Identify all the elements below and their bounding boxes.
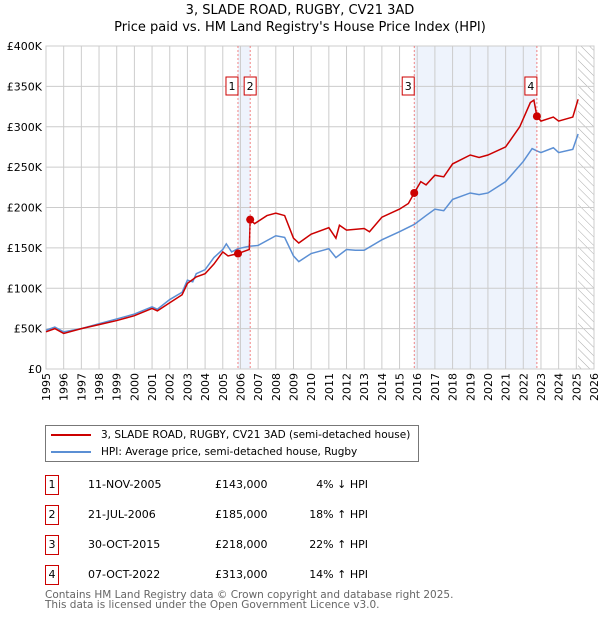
x-tick-label: 2004: [199, 373, 212, 401]
transaction-price: £143,000: [215, 478, 268, 491]
x-tick-label: 2023: [535, 373, 548, 401]
x-tick-label: 2014: [376, 373, 389, 401]
legend-label: 3, SLADE ROAD, RUGBY, CV21 3AD (semi-det…: [101, 429, 411, 441]
chart-subtitle: Price paid vs. HM Land Registry's House …: [114, 20, 486, 35]
transaction-date: 21-JUL-2006: [88, 508, 156, 521]
x-tick-label: 2015: [394, 373, 407, 401]
y-tick-label: £250K: [7, 161, 43, 174]
y-tick-label: £50K: [14, 323, 43, 336]
x-tick-label: 1998: [93, 373, 106, 401]
x-tick-label: 2007: [252, 373, 265, 401]
x-tick-label: 2003: [181, 373, 194, 401]
x-tick-label: 2016: [411, 373, 424, 401]
footer: Contains HM Land Registry data © Crown c…: [45, 589, 454, 611]
transaction-date: 30-OCT-2015: [88, 538, 161, 551]
transaction-number: 2: [45, 505, 59, 525]
x-tick-label: 2008: [270, 373, 283, 401]
x-tick-label: 2018: [447, 373, 460, 401]
sale-marker-box: [524, 76, 538, 96]
x-tick-label: 2026: [588, 373, 600, 401]
y-tick-label: £300K: [7, 121, 43, 134]
transaction-number: 1: [45, 475, 59, 495]
hpi-line: [45, 133, 579, 333]
blue-line-icon: [51, 451, 91, 453]
x-tick-label: 2025: [570, 373, 583, 401]
footer-line: Contains HM Land Registry data © Crown c…: [45, 589, 454, 601]
x-tick-label: 1997: [75, 373, 88, 401]
sale-point: [246, 215, 255, 224]
x-tick-label: 2012: [341, 373, 354, 401]
transaction-price: £313,000: [215, 568, 268, 581]
x-tick-label: 2005: [217, 373, 230, 401]
x-tick-label: 2017: [429, 373, 442, 401]
x-tick-label: 2002: [164, 373, 177, 401]
red-line-icon: [51, 434, 91, 436]
x-tick-label: 2020: [482, 373, 495, 401]
transaction-date: 07-OCT-2022: [88, 568, 161, 581]
x-tick-label: 2006: [234, 373, 247, 401]
legend: 3, SLADE ROAD, RUGBY, CV21 3AD (semi-det…: [45, 425, 419, 462]
x-tick-label: 2013: [358, 373, 371, 401]
x-tick-label: 2000: [128, 373, 141, 401]
transaction-number: 4: [45, 565, 59, 585]
transaction-price: £218,000: [215, 538, 268, 551]
price-chart: 1995 1996 1997 1998 1999 2000 2001 2002 2003 2004…: [7, 40, 600, 401]
property-price-line: [45, 98, 579, 335]
y-tick-label: £400K: [7, 40, 43, 53]
x-tick-label: 2021: [500, 373, 513, 401]
sale-marker-label: 3: [405, 80, 412, 93]
sale-point: [233, 249, 242, 258]
x-tick-label: 1996: [58, 373, 71, 401]
legend-item-hpi: HPI: Average price, semi-detached house,…: [51, 446, 357, 458]
x-tick-label: 2010: [305, 373, 318, 401]
y-tick-label: £150K: [7, 242, 43, 255]
x-tick-label: 1995: [40, 373, 53, 401]
chart-title: 3, SLADE ROAD, RUGBY, CV21 3AD: [185, 3, 415, 18]
legend-label: HPI: Average price, semi-detached house,…: [101, 446, 358, 458]
transaction-hpi: 4% ↓ HPI: [316, 478, 368, 491]
x-tick-label: 1999: [111, 373, 124, 401]
x-tick-label: 2009: [287, 373, 300, 401]
sale-marker-label: 4: [527, 80, 534, 93]
transaction-number: 3: [45, 535, 59, 555]
sale-marker-box: [401, 76, 415, 96]
sale-marker-label: 1: [228, 80, 235, 93]
sale-marker-box: [243, 76, 257, 96]
x-tick-label: 2022: [517, 373, 530, 401]
transaction-hpi: 18% ↑ HPI: [309, 508, 368, 521]
sale-marker-label: 2: [247, 80, 254, 93]
transaction-hpi: 22% ↑ HPI: [309, 538, 368, 551]
x-tick-label: 2011: [323, 373, 336, 401]
y-tick-label: £200K: [7, 202, 43, 215]
footer-line: This data is licensed under the Open Gov…: [45, 599, 380, 611]
transaction-date: 11-NOV-2005: [88, 478, 162, 491]
legend-item-property: 3, SLADE ROAD, RUGBY, CV21 3AD (semi-det…: [51, 429, 410, 441]
sale-point: [410, 188, 419, 197]
transaction-hpi: 14% ↑ HPI: [309, 568, 368, 581]
x-tick-label: 2024: [553, 373, 566, 401]
y-tick-label: £100K: [7, 282, 43, 295]
sale-marker-box: [225, 76, 239, 96]
sale-point: [532, 112, 541, 121]
y-tick-label: £0: [28, 363, 42, 376]
plot-border: [45, 45, 595, 370]
x-tick-label: 2001: [146, 373, 159, 401]
x-tick-label: 2019: [464, 373, 477, 401]
transaction-price: £185,000: [215, 508, 268, 521]
y-tick-label: £350K: [7, 80, 43, 93]
